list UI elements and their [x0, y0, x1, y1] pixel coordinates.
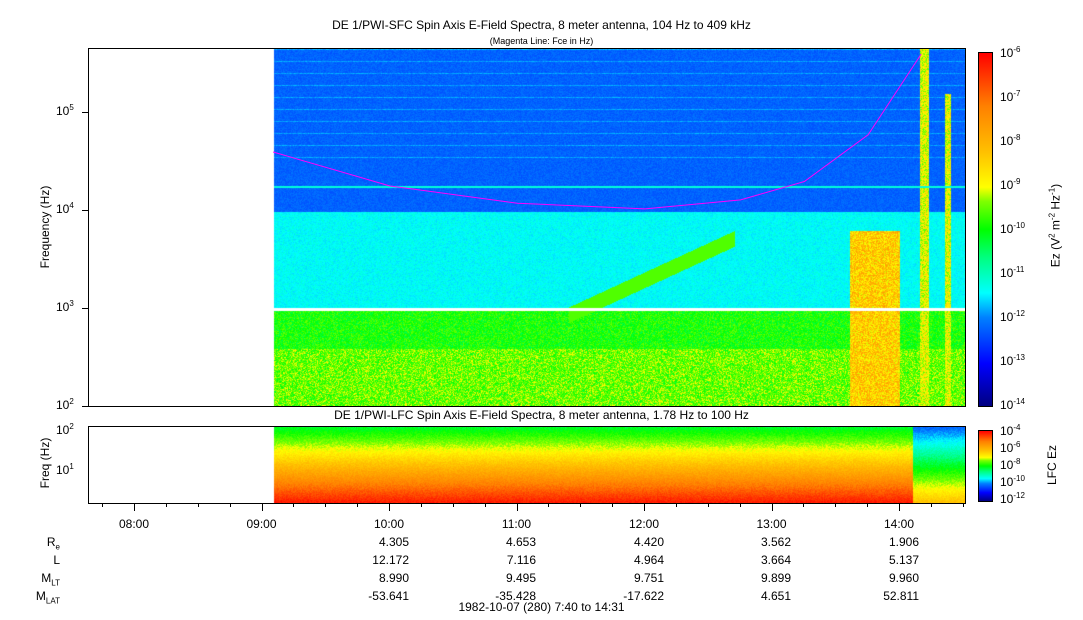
x-minor-tick	[612, 504, 613, 507]
ephemeris-value: 12.172	[339, 553, 409, 567]
lfc-ytick-10: 101	[56, 462, 74, 477]
ephemeris-value: 3.562	[721, 535, 791, 549]
sfc-ytick: 103	[56, 299, 74, 314]
x-minor-tick	[517, 504, 518, 507]
x-tick-label: 08:00	[116, 517, 152, 531]
x-minor-tick	[293, 504, 294, 507]
ephemeris-value: 9.960	[849, 571, 919, 585]
ephemeris-value: -17.622	[594, 589, 664, 603]
ephemeris-value: 8.990	[339, 571, 409, 585]
fce-line	[273, 54, 921, 209]
sfc-ytick-mark	[82, 406, 88, 407]
x-minor-tick	[198, 504, 199, 507]
x-tick-label: 09:00	[244, 517, 280, 531]
x-tick-label: 11:00	[499, 517, 535, 531]
ephemeris-value: -53.641	[339, 589, 409, 603]
sfc-title: DE 1/PWI-SFC Spin Axis E-Field Spectra, …	[0, 18, 1083, 32]
lfc-colorbar-tick: 10-6	[1000, 440, 1020, 455]
ephemeris-value: 9.899	[721, 571, 791, 585]
sfc-subtitle: (Magenta Line: Fce in Hz)	[0, 36, 1083, 46]
x-minor-tick	[230, 504, 231, 507]
x-minor-tick	[803, 504, 804, 507]
sfc-ytick: 102	[56, 397, 74, 412]
x-minor-tick	[772, 504, 773, 507]
sfc-colorbar-tick: 10-11	[1000, 265, 1024, 280]
sfc-colorbar-tick: 10-12	[1000, 309, 1025, 324]
sfc-ytick-mark	[82, 112, 88, 113]
sfc-ytick: 104	[56, 201, 74, 216]
ephemeris-value: 1.906	[849, 535, 919, 549]
x-minor-tick	[389, 504, 390, 507]
sfc-colorbar-label: Ez (V2 m-2 Hz-1)	[1048, 161, 1063, 291]
x-minor-tick	[325, 504, 326, 507]
x-minor-tick	[134, 504, 135, 507]
lfc-ytick-100: 102	[56, 422, 74, 437]
lfc-colorbar	[978, 430, 993, 502]
x-tick-label: 12:00	[626, 517, 662, 531]
sfc-ytick: 105	[56, 103, 74, 118]
sfc-colorbar-tick: 10-7	[1000, 89, 1020, 104]
lfc-title: DE 1/PWI-LFC Spin Axis E-Field Spectra, …	[0, 408, 1083, 422]
x-minor-tick	[357, 504, 358, 507]
x-minor-tick	[835, 504, 836, 507]
ephemeris-value: 9.495	[466, 571, 536, 585]
ephemeris-value: 7.116	[466, 553, 536, 567]
ephemeris-value: 4.651	[721, 589, 791, 603]
sfc-colorbar-tick: 10-14	[1000, 397, 1025, 412]
x-minor-tick	[740, 504, 741, 507]
lfc-colorbar-label: LFC Ez	[1045, 435, 1059, 495]
sfc-ytick-mark	[82, 210, 88, 211]
ephemeris-value: 4.305	[339, 535, 409, 549]
x-minor-tick	[899, 504, 900, 507]
ephemeris-label: Re	[30, 535, 60, 551]
sfc-colorbar	[978, 52, 993, 407]
sfc-colorbar-tick: 10-9	[1000, 177, 1020, 192]
x-minor-tick	[262, 504, 263, 507]
sfc-colorbar-tick: 10-13	[1000, 353, 1025, 368]
lfc-colorbar-tick: 10-4	[1000, 423, 1020, 438]
x-tick-label: 13:00	[754, 517, 790, 531]
x-minor-tick	[102, 504, 103, 507]
x-minor-tick	[644, 504, 645, 507]
ephemeris-value: 9.751	[594, 571, 664, 585]
x-minor-tick	[485, 504, 486, 507]
lfc-colorbar-tick: 10-10	[1000, 474, 1025, 489]
x-minor-tick	[963, 504, 964, 507]
x-minor-tick	[453, 504, 454, 507]
fce-curve	[89, 49, 965, 406]
ephemeris-value: 3.664	[721, 553, 791, 567]
ephemeris-label: MLT	[30, 571, 60, 587]
lfc-spectrogram	[88, 426, 966, 504]
lfc-spectrogram-image	[89, 427, 965, 503]
sfc-colorbar-tick: 10-10	[1000, 221, 1025, 236]
lfc-colorbar-tick: 10-8	[1000, 457, 1020, 472]
x-minor-tick	[676, 504, 677, 507]
ephemeris-value: 4.964	[594, 553, 664, 567]
sfc-colorbar-tick: 10-8	[1000, 133, 1020, 148]
ephemeris-label: MLAT	[30, 589, 60, 605]
sfc-spectrogram	[88, 48, 966, 407]
x-minor-tick	[931, 504, 932, 507]
x-tick-label: 14:00	[881, 517, 917, 531]
x-minor-tick	[867, 504, 868, 507]
lfc-ylabel: Freq (Hz)	[38, 423, 52, 503]
ephemeris-value: 4.653	[466, 535, 536, 549]
sfc-ytick-mark	[82, 308, 88, 309]
x-minor-tick	[166, 504, 167, 507]
sfc-colorbar-tick: 10-6	[1000, 45, 1020, 60]
ephemeris-label: L	[30, 553, 60, 567]
ephemeris-value: 52.811	[849, 589, 919, 603]
date-range-footer: 1982-10-07 (280) 7:40 to 14:31	[0, 600, 1083, 614]
x-minor-tick	[548, 504, 549, 507]
x-tick-label: 10:00	[371, 517, 407, 531]
ephemeris-value: -35.428	[466, 589, 536, 603]
lfc-colorbar-tick: 10-12	[1000, 491, 1025, 506]
ephemeris-value: 4.420	[594, 535, 664, 549]
ephemeris-value: 5.137	[849, 553, 919, 567]
x-minor-tick	[580, 504, 581, 507]
sfc-ylabel: Frequency (Hz)	[38, 172, 52, 282]
x-minor-tick	[708, 504, 709, 507]
x-minor-tick	[421, 504, 422, 507]
